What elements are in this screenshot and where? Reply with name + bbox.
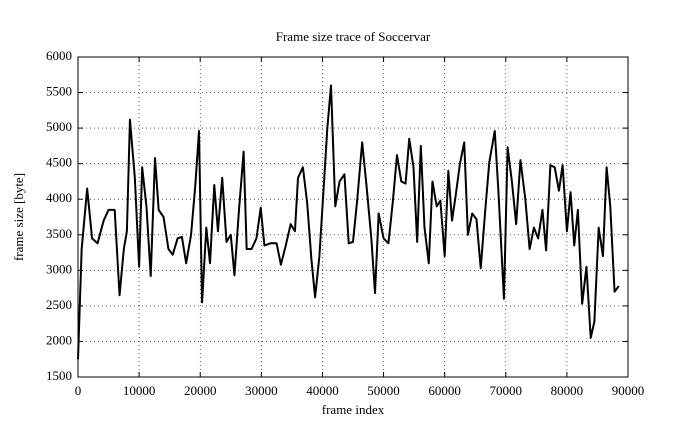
x-tick-label: 40000 bbox=[306, 383, 339, 398]
y-tick-label: 3000 bbox=[46, 261, 72, 276]
x-tick-label: 80000 bbox=[551, 383, 584, 398]
x-tick-label: 90000 bbox=[612, 383, 645, 398]
x-tick-label: 10000 bbox=[123, 383, 156, 398]
x-tick-label: 0 bbox=[75, 383, 82, 398]
x-tick-label: 70000 bbox=[490, 383, 523, 398]
x-tick-label: 60000 bbox=[428, 383, 461, 398]
y-tick-label: 6000 bbox=[46, 48, 72, 63]
data-line bbox=[77, 84, 620, 360]
y-tick-label: 5000 bbox=[46, 119, 72, 134]
x-axis-label: frame index bbox=[322, 402, 385, 417]
y-axis-label: frame size [byte] bbox=[11, 173, 26, 261]
y-tick-label: 2500 bbox=[46, 297, 72, 312]
chart-title: Frame size trace of Soccervar bbox=[276, 29, 431, 44]
y-tick-label: 3500 bbox=[46, 226, 72, 241]
y-tick-label: 5500 bbox=[46, 84, 72, 99]
plot-frame bbox=[77, 56, 629, 378]
x-tick-label: 20000 bbox=[184, 383, 217, 398]
y-tick-label: 1500 bbox=[46, 368, 72, 383]
y-tick-label: 4500 bbox=[46, 155, 72, 170]
y-tick-label: 2000 bbox=[46, 332, 72, 347]
x-tick-label: 30000 bbox=[245, 383, 278, 398]
x-tick-label: 50000 bbox=[367, 383, 400, 398]
y-tick-label: 4000 bbox=[46, 190, 72, 205]
